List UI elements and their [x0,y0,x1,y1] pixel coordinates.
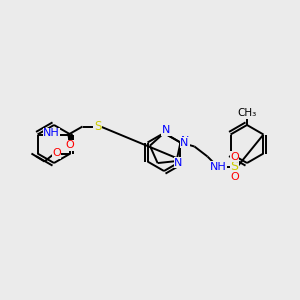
Text: S: S [94,120,101,133]
Text: O: O [52,148,61,158]
Text: NH: NH [210,161,227,172]
Text: N: N [174,158,183,167]
Text: S: S [230,160,238,173]
Text: N: N [162,125,170,135]
Text: N: N [180,137,189,148]
Text: O: O [230,152,239,161]
Text: NH: NH [43,128,60,139]
Text: O: O [230,172,239,182]
Text: CH₃: CH₃ [237,108,256,118]
Text: N: N [181,136,190,146]
Text: O: O [65,140,74,151]
